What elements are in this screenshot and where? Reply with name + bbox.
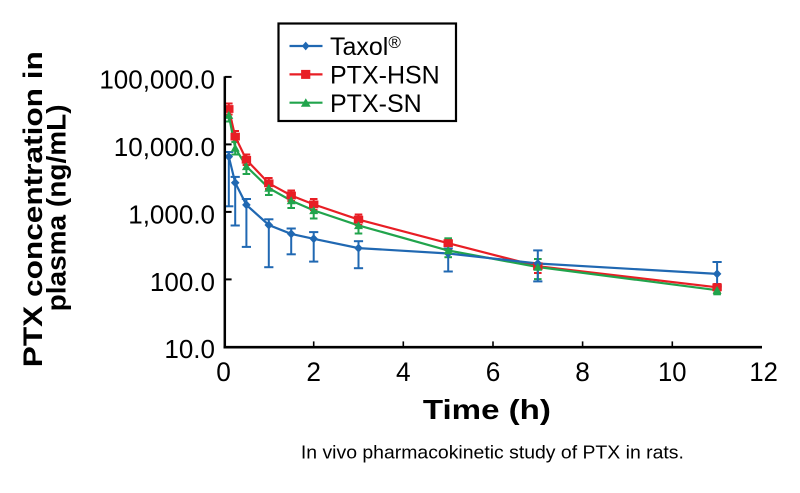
svg-text:0: 0 — [216, 357, 231, 387]
svg-text:10.0: 10.0 — [164, 334, 215, 364]
svg-text:Time (h): Time (h) — [423, 394, 551, 425]
svg-text:12: 12 — [749, 357, 778, 387]
svg-text:10: 10 — [658, 357, 687, 387]
svg-text:100.0: 100.0 — [150, 267, 215, 297]
svg-text:PTX concentration in: PTX concentration in — [18, 51, 48, 367]
svg-text:In vivo pharmacokinetic study: In vivo pharmacokinetic study of PTX in … — [301, 442, 684, 463]
svg-text:PTX-HSN: PTX-HSN — [330, 62, 440, 90]
svg-text:2: 2 — [306, 357, 321, 387]
svg-text:10,000.0: 10,000.0 — [114, 132, 215, 162]
svg-text:plasma (ng/mL): plasma (ng/mL) — [41, 104, 71, 311]
svg-text:100,000.0: 100,000.0 — [99, 64, 215, 94]
svg-text:6: 6 — [486, 357, 501, 387]
svg-text:PTX-SN: PTX-SN — [330, 90, 422, 118]
svg-text:8: 8 — [575, 357, 590, 387]
svg-text:4: 4 — [396, 357, 411, 387]
svg-text:1,000.0: 1,000.0 — [128, 199, 215, 229]
